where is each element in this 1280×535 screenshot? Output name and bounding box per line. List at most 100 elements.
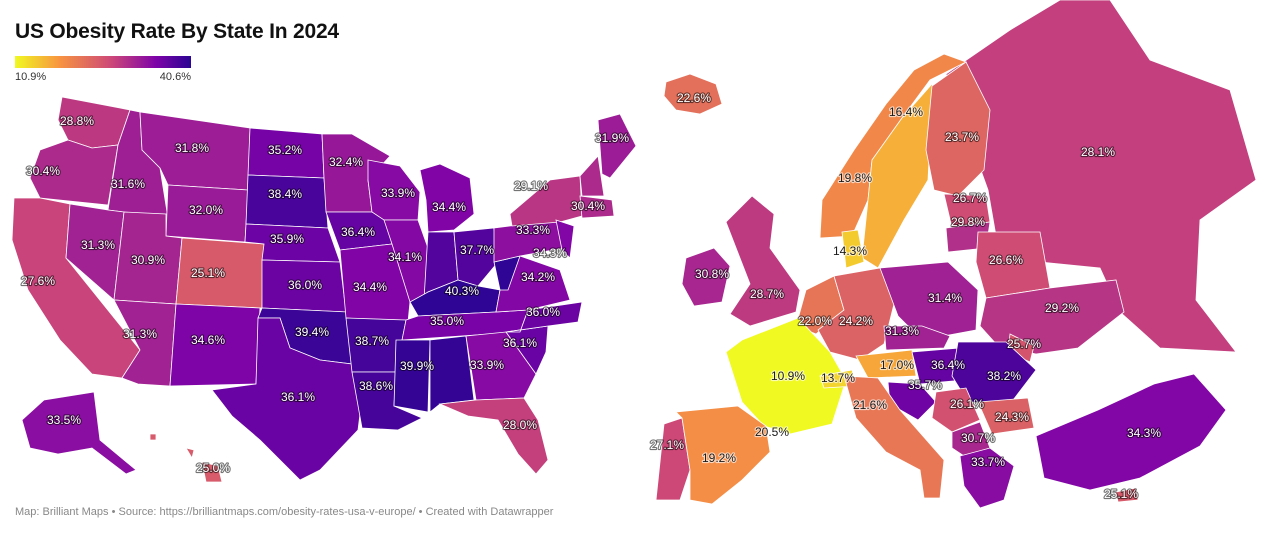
region-spain[interactable] [675, 405, 771, 505]
us-label-wyoming: 32.0% [189, 203, 223, 217]
legend-gradient-bar [15, 56, 191, 68]
region-hawaii[interactable] [149, 433, 223, 483]
us-label-missouri: 34.4% [353, 280, 387, 294]
region-new-jersey[interactable] [555, 219, 575, 259]
us-label-louisiana: 38.6% [359, 379, 393, 393]
us-label-iowa: 36.4% [341, 225, 375, 239]
us-label-idaho: 31.6% [111, 177, 145, 191]
eu-label-belarus: 26.6% [989, 253, 1023, 267]
region-ohio[interactable] [453, 227, 499, 287]
eu-label-united-kingdom: 28.7% [750, 287, 784, 301]
region-cyprus[interactable] [1115, 487, 1139, 503]
eu-label-moldova: 25.7% [1007, 337, 1041, 351]
us-label-arkansas: 38.7% [355, 334, 389, 348]
us-label-nebraska: 35.9% [270, 232, 304, 246]
eu-label-austria: 17.0% [880, 358, 914, 372]
region-united-kingdom[interactable] [725, 195, 801, 327]
us-label-oklahoma: 39.4% [295, 325, 329, 339]
legend-min-label: 10.9% [15, 71, 47, 83]
eu-label-hungary: 36.4% [931, 358, 965, 372]
us-label-washington: 28.8% [60, 114, 94, 128]
us-label-hawaii: 25.0% [196, 461, 230, 475]
us-label-arizona: 31.3% [123, 327, 157, 341]
region-france[interactable] [725, 317, 847, 435]
eu-label-finland: 23.7% [945, 130, 979, 144]
us-label-new-york: 29.1% [514, 179, 548, 193]
eu-label-latvia: 26.7% [953, 191, 987, 205]
region-florida[interactable] [438, 397, 549, 475]
region-turkey[interactable] [1035, 373, 1227, 491]
region-mississippi[interactable] [393, 339, 431, 413]
eu-label-andorra-region: 20.5% [755, 425, 789, 439]
region-iceland[interactable] [663, 73, 723, 115]
eu-label-turkey: 34.3% [1127, 426, 1161, 440]
region-czechia-slovakia[interactable] [883, 325, 951, 351]
eu-label-north-macedonia: 30.7% [961, 431, 995, 445]
region-portugal[interactable] [655, 417, 691, 501]
eu-label-spain: 19.2% [702, 451, 736, 465]
region-bulgaria[interactable] [977, 397, 1035, 435]
us-label-new-jersey: 34.3% [533, 246, 567, 260]
us-label-south-carolina: 36.1% [503, 336, 537, 350]
us-label-mississippi: 39.9% [400, 359, 434, 373]
us-label-pennsylvania: 33.3% [516, 223, 550, 237]
us-map [11, 96, 637, 483]
us-label-north-dakota: 35.2% [268, 143, 302, 157]
eu-label-russia: 28.1% [1081, 145, 1115, 159]
region-new-england-south[interactable] [579, 195, 615, 219]
us-label-maine: 31.9% [595, 131, 629, 145]
us-label-layer: 28.8% 30.4% 31.6% 31.8% 35.2% 32.4% 33.9% 34.4%… [20, 113, 631, 476]
us-label-new-mexico: 34.6% [191, 333, 225, 347]
eu-label-serbia: 26.1% [950, 397, 984, 411]
region-texas[interactable] [211, 317, 363, 481]
region-michigan[interactable] [419, 163, 475, 233]
eu-label-romania: 38.2% [987, 369, 1021, 383]
region-italy[interactable] [843, 375, 945, 499]
eu-label-iceland: 22.6% [677, 91, 711, 105]
us-label-kentucky: 40.3% [445, 284, 479, 298]
region-maine[interactable] [597, 113, 637, 179]
eu-label-switzerland: 13.7% [821, 371, 855, 385]
us-label-north-carolina: 36.0% [526, 305, 560, 319]
us-label-wisconsin: 33.9% [381, 186, 415, 200]
us-label-utah: 30.9% [131, 253, 165, 267]
region-austria[interactable] [855, 349, 917, 379]
region-south-dakota[interactable] [245, 174, 329, 229]
eu-label-croatia: 35.7% [908, 378, 942, 392]
eu-label-italy: 21.6% [853, 398, 887, 412]
eu-label-ukraine: 29.2% [1045, 301, 1079, 315]
region-russia[interactable] [945, 0, 1257, 353]
region-poland[interactable] [879, 261, 979, 341]
region-ukraine[interactable] [979, 279, 1125, 355]
us-label-colorado: 25.1% [191, 266, 225, 280]
us-label-virginia: 34.2% [521, 270, 555, 284]
region-georgia[interactable] [465, 331, 537, 401]
us-label-minnesota: 32.4% [329, 155, 363, 169]
eu-label-lithuania: 29.8% [951, 215, 985, 229]
region-denmark[interactable] [841, 229, 865, 269]
map-title: US Obesity Rate By State In 2024 [15, 20, 339, 43]
europe-label-layer: 22.6% 16.4% 23.7% 28.1% 19.8% 26.7% 29.8% 14.3%… [649, 90, 1163, 502]
us-label-nevada: 31.3% [81, 238, 115, 252]
eu-label-netherlands: 22.0% [798, 314, 832, 328]
region-greece[interactable] [959, 447, 1015, 509]
us-label-kansas: 36.0% [288, 278, 322, 292]
eu-label-poland: 31.4% [928, 291, 962, 305]
us-label-california: 27.6% [21, 274, 55, 288]
us-label-south-dakota: 38.4% [268, 187, 302, 201]
us-label-illinois: 34.1% [388, 250, 422, 264]
us-label-tennessee: 35.0% [430, 314, 464, 328]
region-ireland[interactable] [681, 247, 731, 307]
us-label-alaska: 33.5% [47, 413, 81, 427]
color-legend: 10.9% 40.6% [15, 56, 191, 85]
legend-max-label: 40.6% [159, 71, 191, 83]
region-finland[interactable] [925, 61, 991, 197]
eu-label-germany: 24.2% [839, 314, 873, 328]
region-alaska[interactable] [21, 391, 137, 475]
source-footer: Map: Brilliant Maps • Source: https://br… [15, 506, 554, 518]
region-vermont-nh[interactable] [579, 155, 605, 197]
region-serbia[interactable] [931, 387, 981, 433]
eu-label-denmark: 14.3% [833, 244, 867, 258]
eu-label-cyprus: 25.1% [1104, 487, 1138, 501]
eu-label-greece: 33.7% [971, 455, 1005, 469]
